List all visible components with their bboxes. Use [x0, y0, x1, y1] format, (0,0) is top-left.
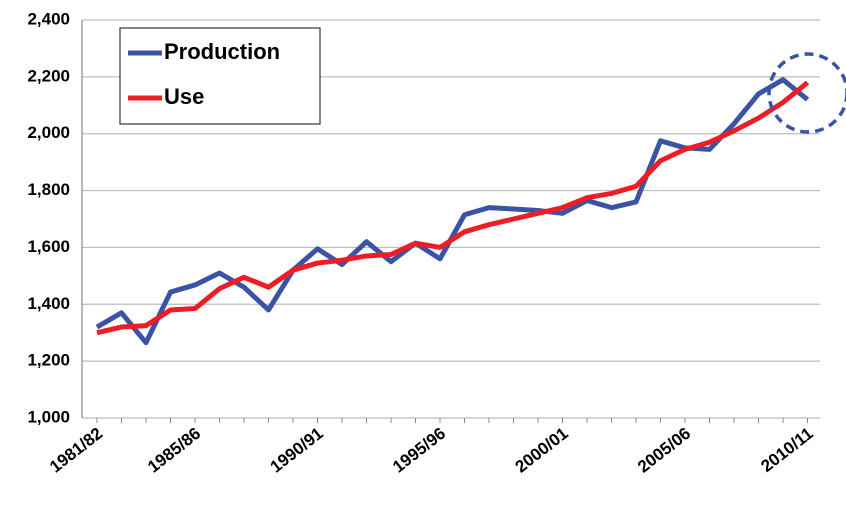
x-tick-label: 2010/11 [757, 424, 816, 476]
x-tick-label: 2005/06 [634, 424, 694, 477]
y-tick-label: 1,600 [27, 237, 70, 256]
x-tick-label: 1981/82 [46, 424, 106, 477]
y-tick-label: 1,000 [27, 407, 70, 426]
x-tick-label: 1985/86 [144, 424, 204, 477]
y-tick-label: 2,000 [27, 123, 70, 142]
x-tick-label: 1990/91 [267, 424, 327, 477]
y-tick-label: 1,200 [27, 351, 70, 370]
y-tick-label: 1,800 [27, 180, 70, 199]
y-tick-label: 1,400 [27, 294, 70, 313]
series-line [96, 80, 810, 336]
x-tick-label: 2000/01 [512, 424, 572, 477]
legend-box [119, 27, 321, 125]
y-tick-label: 2,400 [27, 9, 70, 28]
y-tick-label: 2,200 [27, 66, 70, 85]
highlight-circle [767, 52, 846, 134]
legend-label: Production [164, 39, 280, 64]
x-tick-label: 1995/96 [389, 424, 449, 477]
legend: Production Use [119, 27, 321, 125]
lines [95, 77, 810, 346]
legend-label: Use [164, 84, 204, 109]
